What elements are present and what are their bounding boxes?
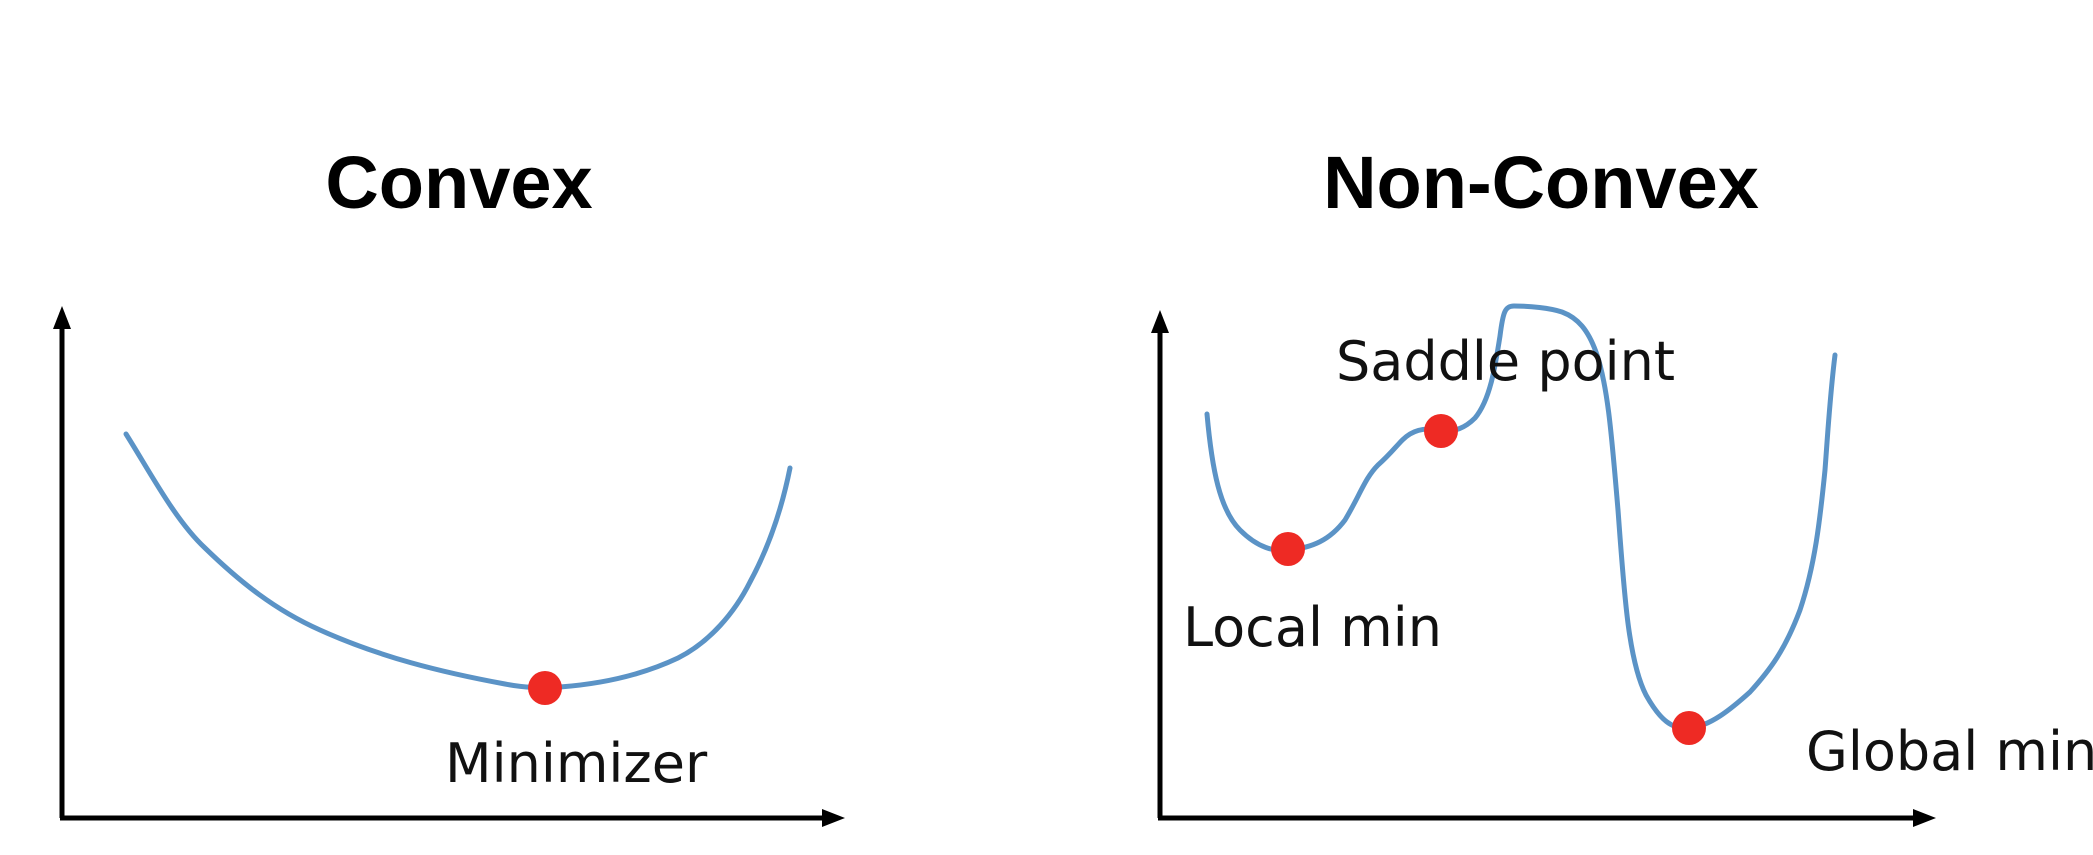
convex-y-axis-arrow	[53, 306, 71, 329]
non-convex-panel: Non-Convex Saddle point Local min Global…	[1151, 141, 2093, 827]
local-min-point	[1271, 532, 1305, 566]
convex-x-axis-arrow	[822, 809, 845, 827]
convex-panel: Convex Minimizer	[53, 141, 845, 827]
convex-curve	[123, 431, 793, 691]
convex-title: Convex	[325, 141, 592, 224]
local-min-label: Local min	[1183, 596, 1442, 659]
global-min-point	[1672, 711, 1706, 745]
minimizer-point	[528, 671, 562, 705]
saddle-point	[1424, 414, 1458, 448]
non-convex-y-axis-arrow	[1151, 310, 1169, 333]
non-convex-x-axis-arrow	[1913, 809, 1936, 827]
saddle-point-label: Saddle point	[1336, 330, 1675, 393]
non-convex-curve	[1204, 303, 1838, 731]
minimizer-label: Minimizer	[445, 732, 708, 795]
non-convex-title: Non-Convex	[1323, 141, 1759, 224]
global-min-label: Global min	[1806, 720, 2093, 783]
